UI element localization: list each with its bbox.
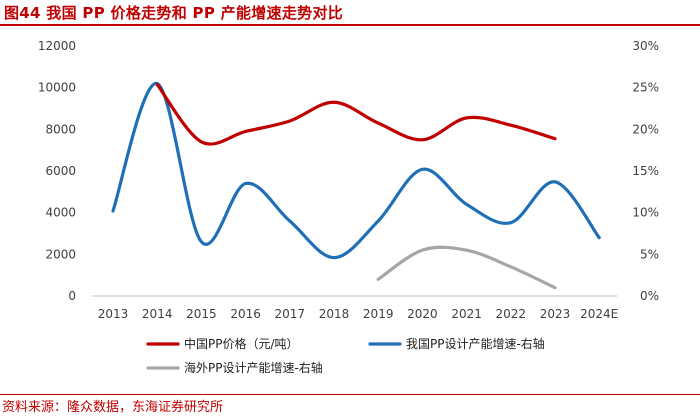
legend-label: 中国PP价格（元/吨）	[184, 336, 299, 351]
x-tick-label: 2015	[186, 307, 217, 321]
legend-item-price: 中国PP价格（元/吨）	[146, 336, 299, 351]
y-left-tick-label: 6000	[45, 164, 76, 178]
x-tick-label: 2022	[496, 307, 527, 321]
x-tick-label: 2013	[98, 307, 129, 321]
y-left-tick-label: 0	[68, 289, 76, 303]
series-domestic-capacity-line	[111, 81, 601, 260]
source-divider	[0, 394, 700, 395]
y-right-tick-label: 5%	[640, 247, 659, 261]
y-left-tick-label: 2000	[45, 247, 76, 261]
y-right-tick-label: 0%	[640, 289, 659, 303]
legend-item-overseas-capacity: 海外PP设计产能增速-右轴	[146, 360, 323, 375]
y-left-tick-label: 10000	[38, 81, 76, 95]
x-tick-label: 2020	[407, 307, 438, 321]
x-tick-label: 2016	[230, 307, 261, 321]
x-tick-label: 2019	[363, 307, 394, 321]
y-left-tick-label: 8000	[45, 122, 76, 136]
series-price-line	[155, 82, 557, 146]
y-right-tick-label: 10%	[632, 206, 659, 220]
x-tick-label: 2023	[540, 307, 571, 321]
title-divider	[0, 24, 700, 26]
x-tick-label: 2017	[275, 307, 306, 321]
y-right-tick-label: 30%	[632, 39, 659, 53]
y-left-tick-label: 12000	[38, 39, 76, 53]
legend-item-domestic-capacity: 我国PP设计产能增速-右轴	[368, 336, 545, 351]
x-tick-label: 2024E	[580, 307, 618, 321]
y-right-tick-label: 25%	[632, 81, 659, 95]
x-tick-label: 2021	[451, 307, 482, 321]
legend-label: 海外PP设计产能增速-右轴	[184, 360, 323, 375]
line-chart: 0 2000 4000 6000 8000 10000 12000 0% 5% 10% 15% 20%…	[38, 39, 659, 375]
figure-title: 图44 我国 PP 价格走势和 PP 产能增速走势对比	[4, 4, 344, 22]
x-tick-label: 2018	[319, 307, 350, 321]
x-tick-label: 2014	[142, 307, 173, 321]
y-right-tick-label: 20%	[632, 122, 659, 136]
axes: 0 2000 4000 6000 8000 10000 12000 0% 5% 10% 15% 20%…	[38, 39, 659, 321]
y-right-tick-label: 15%	[632, 164, 659, 178]
series-layer	[111, 81, 601, 290]
source-note: 资料来源：隆众数据，东海证券研究所	[2, 400, 224, 415]
y-left-tick-label: 4000	[45, 206, 76, 220]
legend-label: 我国PP设计产能增速-右轴	[406, 336, 545, 351]
series-overseas-capacity-line	[376, 245, 557, 290]
